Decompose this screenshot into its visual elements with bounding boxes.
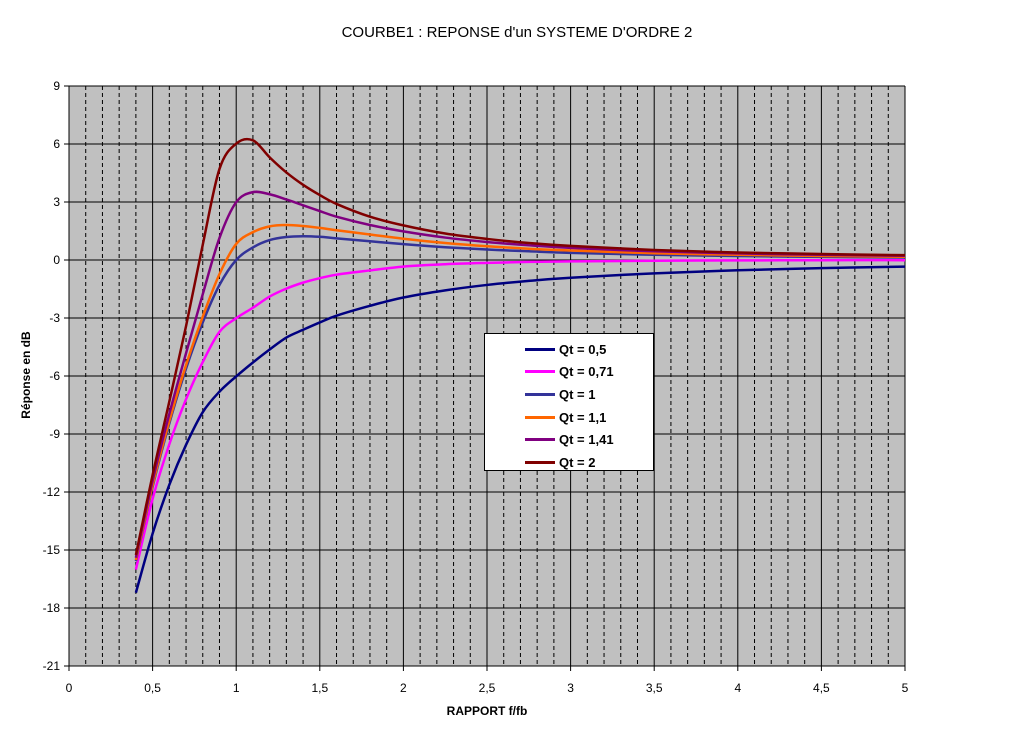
y-tick-label: -12: [43, 485, 61, 499]
y-tick-label: -3: [49, 311, 60, 325]
series-line-3: [134, 234, 906, 562]
series-line-1: [134, 265, 906, 594]
y-tick-label: -18: [43, 601, 61, 615]
legend-label: Qt = 1,1: [559, 409, 607, 425]
legend-swatch: [525, 347, 555, 351]
series-line-6: [134, 137, 906, 556]
legend-entry: Qt = 2: [485, 451, 653, 474]
x-axis-label: RAPPORT f/fb: [446, 704, 528, 718]
x-tick-label: 0,5: [144, 681, 161, 695]
legend-swatch: [525, 438, 555, 442]
x-tick-label: 2: [400, 681, 407, 695]
legend-entry: Qt = 0,5: [485, 338, 653, 361]
y-tick-label: -6: [49, 369, 60, 383]
legend-entry: Qt = 1,1: [485, 406, 653, 429]
series-line-2: [134, 258, 906, 570]
x-tick-label: 1,5: [311, 681, 328, 695]
x-tick-label: 4,5: [813, 681, 830, 695]
legend-label: Qt = 2: [559, 454, 596, 470]
legend-swatch: [525, 392, 555, 396]
x-tick-label: 5: [902, 681, 909, 695]
y-tick-label: -21: [43, 659, 61, 673]
y-axis-label: Réponse en dB: [19, 331, 33, 419]
legend-entry: Qt = 1,41: [485, 428, 653, 451]
legend-swatch: [525, 460, 555, 464]
legend-swatch: [525, 370, 555, 374]
legend: Qt = 0,5 Qt = 0,71 Qt = 1 Qt = 1,1 Qt = 1,41…: [484, 333, 654, 471]
series-line-4: [134, 223, 906, 561]
x-tick-label: 3: [567, 681, 574, 695]
series-line-5: [134, 190, 906, 558]
y-tick-label: 3: [53, 195, 60, 209]
chart-title: COURBE1 : REPONSE d'un SYSTEME D'ORDRE 2: [341, 24, 693, 41]
legend-label: Qt = 1: [559, 386, 596, 402]
legend-entry: Qt = 1: [485, 383, 653, 406]
legend-label: Qt = 1,41: [559, 432, 614, 448]
x-tick-label: 1: [233, 681, 240, 695]
legend-swatch: [525, 415, 555, 419]
y-tick-label: -15: [43, 543, 61, 557]
x-tick-label: 0: [66, 681, 73, 695]
y-tick-label: -9: [49, 427, 60, 441]
legend-entry: Qt = 0,71: [485, 361, 653, 384]
y-tick-label: 6: [53, 137, 60, 151]
legend-label: Qt = 0,5: [559, 341, 607, 357]
y-tick-label: 0: [53, 253, 60, 267]
legend-label: Qt = 0,71: [559, 364, 614, 380]
x-tick-label: 4: [734, 681, 741, 695]
x-tick-label: 2,5: [479, 681, 496, 695]
x-tick-label: 3,5: [646, 681, 663, 695]
y-tick-label: 9: [53, 79, 60, 93]
